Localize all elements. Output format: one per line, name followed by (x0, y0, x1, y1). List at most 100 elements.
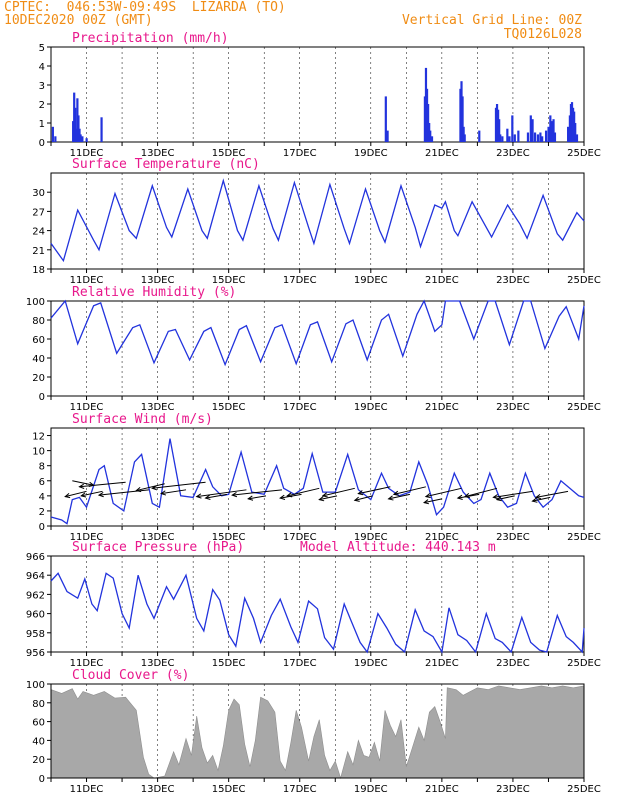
wind-arrow-head (392, 490, 399, 496)
wind-date-label: 23DEC (496, 532, 530, 543)
wind-date-label: 21DEC (425, 532, 459, 543)
wind-arrow (354, 495, 373, 501)
temp-y-label: 30 (32, 188, 45, 199)
wind-arrow-head (231, 492, 238, 498)
precip-bar (51, 126, 54, 142)
wind-y-label: 2 (39, 507, 45, 518)
rh-date-label: 23DEC (496, 402, 530, 413)
precip-bar (499, 134, 502, 142)
wind-arrow (393, 486, 426, 495)
wind-arrow-head (357, 490, 364, 496)
cloud-area (50, 685, 585, 780)
wind-arrow-head (353, 496, 360, 502)
precip-bar (511, 115, 514, 142)
pres-y-label: 956 (26, 648, 45, 659)
precip-bar (526, 132, 530, 142)
precip-y-label: 2 (39, 100, 45, 111)
wind-arrow-head (64, 493, 71, 499)
wind-arrow-head (279, 494, 286, 500)
wind-date-label: 25DEC (567, 532, 601, 543)
wind-arrow-head (492, 494, 499, 500)
wind-arrow (322, 487, 355, 497)
precip-bar (513, 134, 516, 142)
cloud-date-label: 17DEC (283, 784, 317, 795)
temp-frame (50, 172, 585, 270)
precip-bar (541, 136, 544, 142)
precip-bar (531, 119, 534, 142)
precip-bar (567, 126, 570, 142)
wind-arrow-head (247, 495, 254, 501)
wind-arrow (72, 480, 94, 486)
precip-y-label: 5 (39, 43, 45, 54)
pres-frame (50, 555, 585, 653)
wind-arrow (319, 495, 338, 501)
cloud-date-label: 13DEC (141, 784, 175, 795)
precip-y-label: 0 (39, 138, 45, 149)
pres-annotation: Model Altitude: 440.143 m (300, 540, 496, 555)
wind-arrow (98, 489, 149, 496)
wind-arrow-head (422, 499, 430, 505)
precip-bar (533, 132, 537, 142)
wind-y-label: 12 (32, 432, 45, 443)
temp-date-label: 21DEC (425, 275, 459, 286)
cloud-y-label: 20 (32, 755, 45, 766)
wind-arrow (205, 493, 227, 499)
wind-arrow (388, 493, 410, 500)
wind-y-label: 6 (39, 477, 45, 488)
precip-bar (517, 130, 520, 142)
cloud-y-label: 0 (39, 774, 45, 785)
cloud-date-label: 23DEC (496, 784, 530, 795)
wind-arrow (496, 495, 515, 501)
rh-y-label: 100 (26, 297, 45, 308)
wind-arrow-head (387, 495, 394, 501)
wind-arrow-head (424, 493, 431, 499)
wind-y-label: 8 (39, 462, 45, 473)
header-grid-note: Vertical Grid Line: 00Z (401, 13, 582, 28)
wind-y-label: 10 (32, 447, 45, 458)
cloud-date-label: 25DEC (567, 784, 601, 795)
pres-title: Surface Pressure (hPa) (72, 540, 244, 555)
rh-date-label: 11DEC (70, 402, 104, 413)
precip-bar (549, 115, 552, 142)
wind-title: Surface Wind (m/s) (72, 412, 213, 427)
pres-date-label: 11DEC (70, 658, 104, 669)
wind-arrow (493, 490, 533, 498)
rh-panel: 11DEC 13DEC 15DEC 17DEC 19DEC 21DEC 23DEC 25DEC… (26, 285, 601, 413)
precip-bar (552, 119, 555, 142)
rh-y-label: 20 (32, 373, 45, 384)
precip-y-label: 3 (39, 81, 45, 92)
precip-frame (50, 46, 585, 143)
precip-bar (547, 126, 550, 142)
precip-bar (536, 134, 540, 142)
wind-arrow (457, 493, 480, 499)
precip-bar (54, 136, 57, 142)
temp-date-label: 25DEC (567, 275, 601, 286)
wind-arrow (287, 487, 320, 497)
cloud-y-label: 100 (26, 680, 45, 691)
temp-date-label: 15DEC (212, 275, 246, 286)
temp-y-label: 24 (32, 227, 45, 238)
precip-y-label: 1 (39, 119, 45, 130)
rh-y-label: 60 (32, 335, 45, 346)
precip-bar (508, 136, 511, 142)
pres-date-label: 23DEC (496, 658, 530, 669)
wind-y-label: 0 (39, 522, 45, 533)
precip-bar (506, 128, 509, 142)
wind-arrow-head (151, 485, 158, 491)
precip-bar (539, 132, 542, 142)
precip-bar (386, 130, 389, 142)
temp-y-label: 21 (32, 246, 45, 257)
precip-bar (461, 96, 464, 142)
temp-y-label: 27 (32, 207, 45, 218)
wind-arrow (248, 495, 267, 500)
wind-arrow (79, 481, 126, 488)
cloud-y-label: 40 (32, 736, 45, 747)
precip-date-label: 15DEC (212, 148, 246, 159)
wind-date-label: 15DEC (212, 532, 246, 543)
wind-arrow (161, 489, 187, 495)
rh-date-label: 13DEC (141, 402, 175, 413)
precip-bar (544, 130, 548, 142)
wind-arrow-head (318, 496, 325, 502)
header-location: CPTEC: 046:53W-09:49S LIZARDA (TO) (4, 0, 286, 15)
